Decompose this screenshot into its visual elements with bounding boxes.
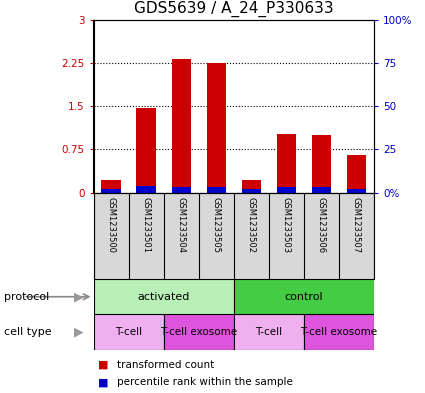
Text: ▶: ▶ bbox=[74, 325, 84, 339]
Text: T-cell: T-cell bbox=[115, 327, 142, 337]
Bar bbox=[347, 155, 366, 193]
Bar bbox=[94, 314, 164, 350]
Bar bbox=[136, 185, 156, 193]
Text: control: control bbox=[285, 292, 323, 302]
Bar bbox=[172, 59, 191, 193]
Text: GSM1233504: GSM1233504 bbox=[177, 197, 186, 253]
Bar bbox=[234, 314, 304, 350]
Bar bbox=[102, 180, 121, 193]
Bar bbox=[304, 314, 374, 350]
Text: GSM1233503: GSM1233503 bbox=[282, 197, 291, 253]
Bar bbox=[312, 187, 331, 193]
Bar bbox=[102, 189, 121, 193]
Text: ■: ■ bbox=[98, 360, 108, 370]
Text: GSM1233500: GSM1233500 bbox=[107, 197, 116, 253]
Bar bbox=[347, 189, 366, 193]
Text: T-cell: T-cell bbox=[255, 327, 282, 337]
Bar bbox=[136, 108, 156, 193]
Bar bbox=[312, 135, 331, 193]
Text: GSM1233502: GSM1233502 bbox=[247, 197, 256, 253]
Bar bbox=[277, 134, 296, 193]
Text: GSM1233507: GSM1233507 bbox=[352, 197, 361, 253]
Bar bbox=[94, 279, 234, 314]
Bar bbox=[207, 187, 226, 193]
Bar bbox=[172, 187, 191, 193]
Title: GDS5639 / A_24_P330633: GDS5639 / A_24_P330633 bbox=[134, 1, 334, 17]
Text: protocol: protocol bbox=[4, 292, 49, 302]
Bar bbox=[164, 314, 234, 350]
Text: ■: ■ bbox=[98, 377, 108, 387]
Text: GSM1233506: GSM1233506 bbox=[317, 197, 326, 253]
Text: ▶: ▶ bbox=[74, 290, 84, 303]
Bar bbox=[234, 279, 374, 314]
Text: cell type: cell type bbox=[4, 327, 52, 337]
Bar bbox=[242, 189, 261, 193]
Text: activated: activated bbox=[137, 292, 190, 302]
Text: T-cell exosome: T-cell exosome bbox=[300, 327, 377, 337]
Text: GSM1233505: GSM1233505 bbox=[212, 197, 221, 253]
Text: GSM1233501: GSM1233501 bbox=[142, 197, 150, 253]
Bar bbox=[242, 180, 261, 193]
Text: T-cell exosome: T-cell exosome bbox=[160, 327, 237, 337]
Text: transformed count: transformed count bbox=[117, 360, 214, 370]
Bar bbox=[277, 187, 296, 193]
Bar bbox=[207, 63, 226, 193]
Text: percentile rank within the sample: percentile rank within the sample bbox=[117, 377, 293, 387]
